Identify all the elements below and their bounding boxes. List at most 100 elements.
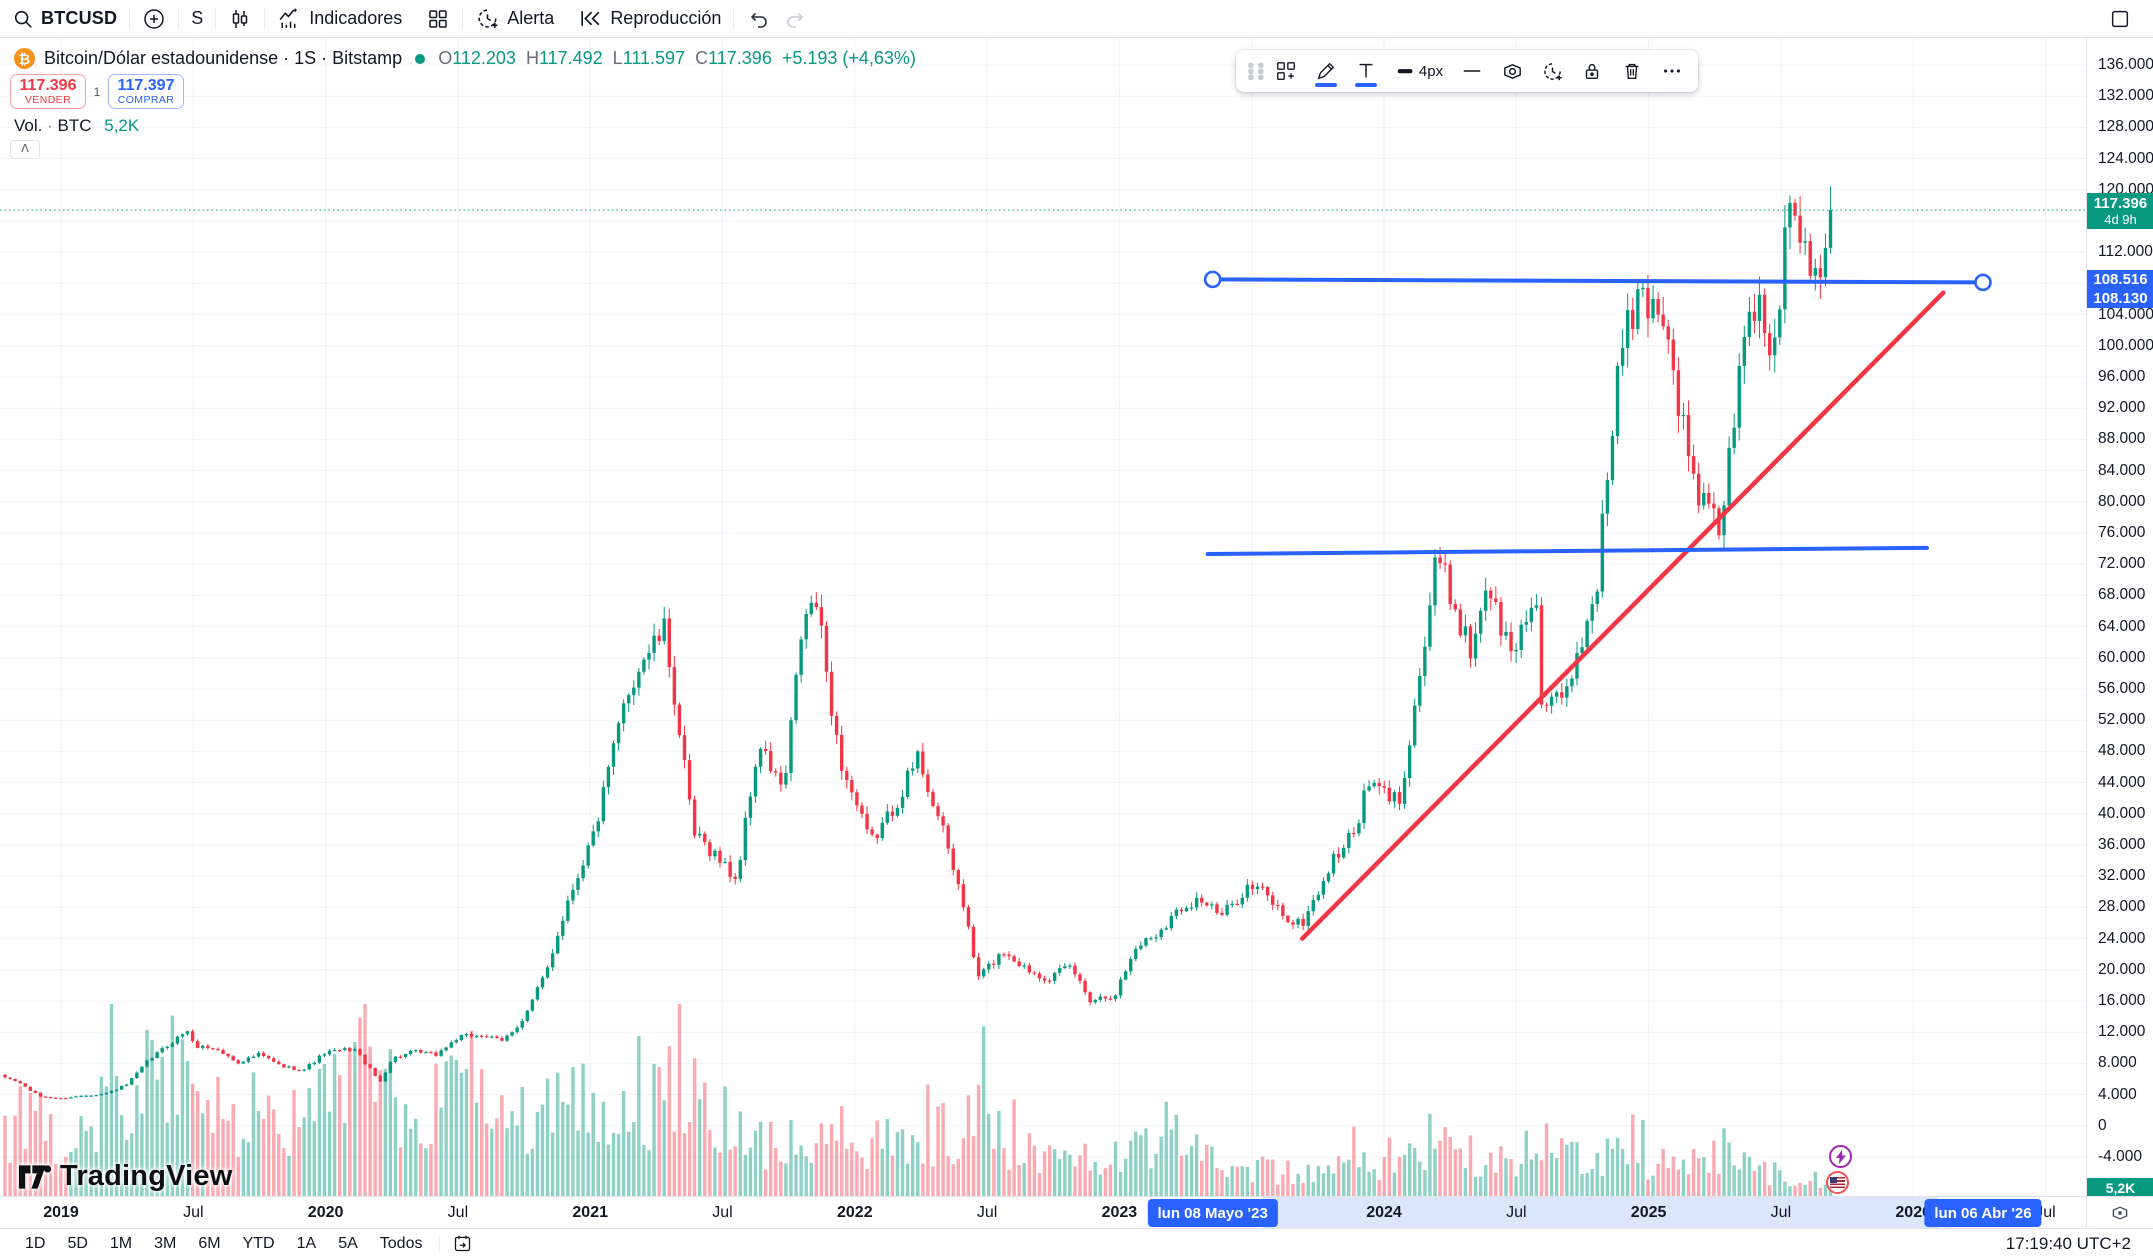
top-toolbar: BTCUSD S Indicadores Alerta Reprod [0,0,2153,38]
volume-unit: BTC [57,116,92,135]
time-tick-label: 2022 [837,1204,873,1221]
us-flag-icon [1830,1177,1845,1188]
range-button-5a[interactable]: 5A [338,1234,358,1252]
lightning-icon [1835,1149,1846,1164]
alert-label: Alerta [507,8,555,28]
line-price-badge-end[interactable]: 108.130 [2087,289,2153,309]
open-value: 112.203 [452,48,516,68]
range-button-1a[interactable]: 1A [296,1234,317,1252]
range-buttons: 1D 5D 1M 3M 6M YTD 1A 5A Todos [14,1235,433,1253]
add-alert-button[interactable] [1534,53,1570,89]
line-price-badge-start[interactable]: 108.516 [2087,270,2153,290]
support-trendline[interactable] [1300,290,1946,941]
resistance-line-selected[interactable] [1210,277,1985,285]
toolbar-divider [264,7,266,30]
range-start-date-badge[interactable]: lun 08 Mayo '23 [1147,1199,1278,1227]
more-options-button[interactable] [1654,53,1690,89]
symbol-name: BTCUSD [41,8,118,28]
price-tick-label: 112.000 [2098,243,2153,261]
volume-badge[interactable]: 5,2K [2087,1178,2153,1198]
alert-button[interactable]: Alerta [463,0,566,38]
settings-hexagon-icon [1503,63,1521,79]
axis-settings-corner[interactable] [2086,1196,2153,1228]
sell-button[interactable]: 117.396 VENDER [10,74,86,109]
event-lightning-bubble[interactable] [1829,1145,1852,1168]
event-us-flag-bubble[interactable] [1826,1171,1849,1194]
drawing-handle[interactable] [1974,273,1992,292]
time-tick-label: 2020 [307,1204,344,1221]
range-button-6m[interactable]: 6M [198,1234,221,1252]
delete-button[interactable] [1614,53,1650,89]
range-button-3m[interactable]: 3M [154,1234,177,1252]
range-end-date-badge[interactable]: lun 06 Abr '26 [1924,1199,2042,1227]
fullscreen-button[interactable] [2097,0,2143,38]
drawing-toolbar: ●● ●● ●● 4px [1236,50,1698,92]
clock-utc[interactable]: 17:19:40 UTC+2 [2005,1233,2131,1253]
template-button[interactable] [1268,53,1304,89]
undo-icon [751,12,768,28]
toolbar-divider [462,7,464,30]
buy-button[interactable]: 117.397 COMPRAR [108,74,184,109]
line-style-button[interactable] [1454,53,1490,89]
alert-clock-icon [478,9,498,28]
support-horizontal-line[interactable] [1205,545,1929,557]
redo-button[interactable] [782,0,820,38]
line-color-button[interactable] [1308,53,1344,89]
compare-add-button[interactable] [130,0,178,38]
price-tick-label: 68.000 [2098,586,2146,604]
lock-button[interactable] [1574,53,1610,89]
time-axis[interactable]: 2019 Jul 2020 Jul 2021 Jul 2022 Jul 2023 2024 Jul 2… [0,1196,2086,1229]
price-tick-label: 136.000 [2098,56,2153,73]
undo-button[interactable] [734,0,782,38]
indicators-icon [279,8,298,28]
price-tick-label: 104.000 [2098,305,2153,323]
line-width-button[interactable]: 4px [1388,53,1450,89]
range-button-ytd[interactable]: YTD [242,1234,275,1252]
toolbar-divider [178,7,180,30]
price-tick-label: 8.000 [2098,1054,2137,1072]
text-color-button[interactable] [1348,53,1384,89]
range-button-5d[interactable]: 5D [67,1234,88,1252]
candles-layer [3,186,1833,1100]
grid-layer [0,38,2086,1196]
drag-handle[interactable]: ●● ●● ●● [1244,53,1265,89]
price-tick-label: -4.000 [2098,1148,2142,1165]
price-tick-label: 36.000 [2098,836,2146,853]
symbol-title[interactable]: Bitcoin/Dólar estadounidense · 1S · Bits… [44,48,403,68]
symbol-search-button[interactable]: BTCUSD [0,0,129,38]
price-tick-label: 4.000 [2098,1085,2137,1103]
buy-price: 117.397 [117,77,175,94]
time-tick-label: Jul [183,1204,204,1221]
go-to-date-button[interactable] [446,1229,479,1259]
range-button-1m[interactable]: 1M [109,1234,133,1252]
interval-button[interactable]: S [179,0,215,38]
replay-button[interactable]: Reproducción [566,0,733,38]
line-width-icon [1397,69,1413,74]
last-price-badge[interactable]: 117.396 4d 9h [2087,193,2153,230]
toolbar-divider [215,7,217,30]
collapse-pane-button[interactable]: ᐱ [10,140,40,159]
line-width-value: 4px [1418,62,1444,80]
interval-label: S [191,8,204,28]
volume-legend[interactable]: Vol. · BTC 5,2K [14,116,140,135]
price-tick-label: 16.000 [2098,992,2146,1009]
settings-button[interactable] [1494,53,1530,89]
bottom-toolbar: 1D 5D 1M 3M 6M YTD 1A 5A Todos 17:19:40 UTC+2 [0,1228,2153,1258]
buy-label: COMPRAR [117,94,175,106]
time-tick-label: Jul [976,1204,998,1221]
indicators-button[interactable]: Indicadores [265,0,414,38]
trade-panel: 117.396 VENDER 1 117.397 COMPRAR [10,74,184,109]
market-status-dot[interactable] [415,53,426,64]
range-button-1d[interactable]: 1D [25,1234,46,1252]
layout-grid-icon [429,9,448,28]
lock-icon [1585,63,1599,80]
chart-style-button[interactable] [216,0,264,38]
price-axis[interactable]: -4.000 0 4.000 8.000 12.000 16.000 20.000 24.00… [2086,38,2153,1198]
drawing-handle[interactable] [1203,270,1222,289]
range-button-todos[interactable]: Todos [379,1234,423,1252]
indicators-label: Indicadores [309,8,403,28]
layout-grid-button[interactable] [414,0,462,38]
time-tick-label: 2025 [1630,1204,1667,1221]
text-icon [1359,63,1373,78]
